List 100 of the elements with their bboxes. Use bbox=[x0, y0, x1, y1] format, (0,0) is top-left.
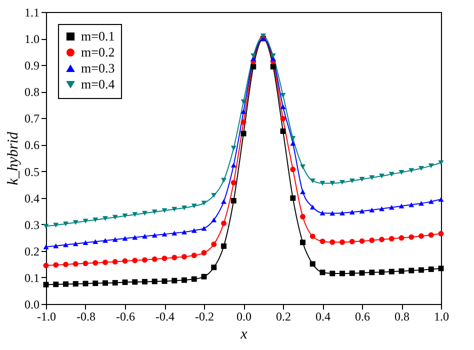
point bbox=[142, 234, 148, 239]
point bbox=[191, 252, 197, 258]
point bbox=[221, 178, 226, 183]
point bbox=[112, 214, 118, 220]
y-axis-title: k_hybrid bbox=[6, 131, 22, 186]
point bbox=[172, 230, 178, 236]
point bbox=[388, 236, 394, 242]
point bbox=[270, 53, 276, 58]
point bbox=[280, 128, 286, 134]
point bbox=[428, 232, 434, 238]
point bbox=[72, 241, 78, 246]
point bbox=[280, 116, 286, 122]
point bbox=[152, 278, 158, 284]
point bbox=[182, 206, 187, 210]
point bbox=[92, 217, 98, 222]
point bbox=[53, 243, 59, 248]
point bbox=[112, 280, 118, 286]
point bbox=[369, 208, 375, 212]
point bbox=[388, 268, 394, 274]
point bbox=[260, 34, 266, 38]
legend-label: m=0.3 bbox=[81, 60, 115, 76]
point bbox=[398, 268, 404, 274]
point bbox=[300, 189, 306, 194]
point bbox=[72, 220, 78, 225]
point bbox=[211, 217, 217, 222]
point bbox=[359, 208, 365, 214]
point bbox=[142, 257, 148, 263]
point bbox=[280, 104, 286, 110]
point bbox=[240, 119, 246, 125]
point bbox=[349, 178, 355, 184]
point bbox=[191, 204, 197, 208]
y-tick-label: 0.0 bbox=[24, 298, 40, 312]
x-tick-label: -1.0 bbox=[37, 310, 56, 324]
x-tick-label: 1.0 bbox=[434, 310, 449, 324]
point bbox=[240, 99, 246, 104]
point bbox=[82, 260, 88, 266]
legend-label: m=0.1 bbox=[81, 28, 115, 44]
point bbox=[369, 270, 375, 276]
point bbox=[250, 53, 256, 58]
point bbox=[122, 258, 128, 264]
x-tick-label: 0.4 bbox=[316, 310, 330, 324]
y-tick-label: 0.7 bbox=[24, 112, 40, 126]
point bbox=[122, 213, 128, 218]
point bbox=[230, 198, 236, 204]
point bbox=[300, 164, 306, 170]
point bbox=[211, 242, 217, 248]
point bbox=[112, 237, 118, 242]
point bbox=[92, 280, 98, 286]
point bbox=[418, 166, 424, 171]
point bbox=[132, 258, 138, 264]
point bbox=[349, 238, 355, 244]
point bbox=[221, 220, 226, 226]
point bbox=[300, 214, 306, 220]
point bbox=[142, 210, 148, 216]
point bbox=[359, 270, 365, 276]
x-tick-label: -0.4 bbox=[156, 310, 174, 324]
point bbox=[162, 278, 168, 284]
point bbox=[221, 243, 226, 249]
point bbox=[438, 266, 444, 272]
point bbox=[63, 221, 68, 226]
point bbox=[320, 238, 326, 244]
point bbox=[230, 180, 236, 186]
point bbox=[369, 175, 375, 180]
point bbox=[102, 280, 108, 286]
y-tick-label: 0.1 bbox=[24, 270, 40, 285]
point bbox=[349, 270, 355, 276]
x-axis-title: x bbox=[240, 326, 248, 342]
point bbox=[182, 230, 187, 234]
point bbox=[122, 236, 128, 241]
point bbox=[112, 259, 118, 265]
point bbox=[63, 262, 68, 268]
y-tick-label: 1.0 bbox=[24, 32, 40, 46]
point bbox=[53, 282, 59, 288]
point bbox=[418, 233, 424, 239]
point bbox=[230, 146, 236, 151]
point bbox=[428, 163, 434, 168]
point bbox=[191, 276, 197, 282]
legend-label: m=0.4 bbox=[81, 76, 116, 92]
point bbox=[330, 180, 336, 186]
point bbox=[310, 204, 316, 210]
point bbox=[201, 250, 207, 256]
point bbox=[221, 199, 226, 204]
point bbox=[122, 279, 128, 285]
point bbox=[300, 240, 306, 246]
point bbox=[379, 236, 384, 242]
point bbox=[320, 180, 326, 186]
point bbox=[250, 64, 256, 70]
y-tick-label: 0.2 bbox=[24, 244, 40, 258]
point bbox=[379, 206, 384, 212]
point bbox=[162, 256, 168, 262]
point bbox=[63, 281, 68, 287]
point bbox=[82, 218, 88, 224]
point bbox=[320, 270, 326, 276]
point bbox=[330, 270, 336, 276]
point bbox=[388, 172, 394, 177]
point bbox=[398, 170, 404, 175]
point bbox=[43, 224, 49, 229]
point bbox=[230, 162, 236, 168]
point bbox=[43, 262, 49, 268]
point bbox=[388, 205, 394, 210]
